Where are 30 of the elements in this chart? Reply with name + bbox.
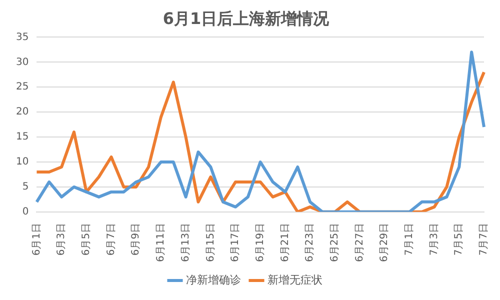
x-tick-label: 6月11日 — [156, 222, 167, 262]
x-tick-label: 6月17日 — [230, 222, 242, 262]
x-tick-label: 6月15日 — [205, 222, 216, 262]
x-tick-label: 7月7日 — [478, 222, 490, 256]
y-tick-label: 25 — [16, 82, 29, 93]
x-tick-label: 6月29日 — [379, 222, 390, 262]
x-tick-label: 6月23日 — [304, 222, 316, 262]
y-tick-label: 15 — [16, 132, 29, 143]
x-tick-label: 7月3日 — [428, 222, 440, 256]
x-tick-label: 6月21日 — [280, 222, 291, 262]
x-tick-label: 6月25日 — [330, 222, 340, 262]
x-tick-label: 7月5日 — [454, 222, 465, 256]
y-tick-label: 30 — [16, 56, 29, 68]
chart-title: 6月1日后上海新增情况 — [162, 8, 330, 28]
y-tick-label: 10 — [16, 156, 29, 168]
x-tick-label: 6月5日 — [81, 222, 92, 256]
x-tick-label: 6月9日 — [130, 222, 142, 256]
x-tick-label: 6月3日 — [56, 222, 68, 256]
x-tick-label: 6月27日 — [354, 222, 366, 262]
x-tick-label: 6月1日 — [31, 222, 42, 256]
legend-label: 新增无症状 — [268, 273, 322, 286]
legend-label: 净新增确诊 — [186, 273, 241, 286]
x-tick-label: 6月13日 — [180, 222, 192, 262]
x-tick-label: 7月1日 — [404, 222, 416, 256]
y-tick-label: 35 — [16, 32, 29, 43]
x-tick-label: 6月19日 — [254, 222, 266, 262]
y-tick-label: 5 — [22, 182, 29, 193]
x-tick-label: 6月7日 — [106, 222, 117, 256]
y-tick-label: 20 — [16, 106, 29, 118]
y-tick-label: 0 — [22, 206, 29, 218]
